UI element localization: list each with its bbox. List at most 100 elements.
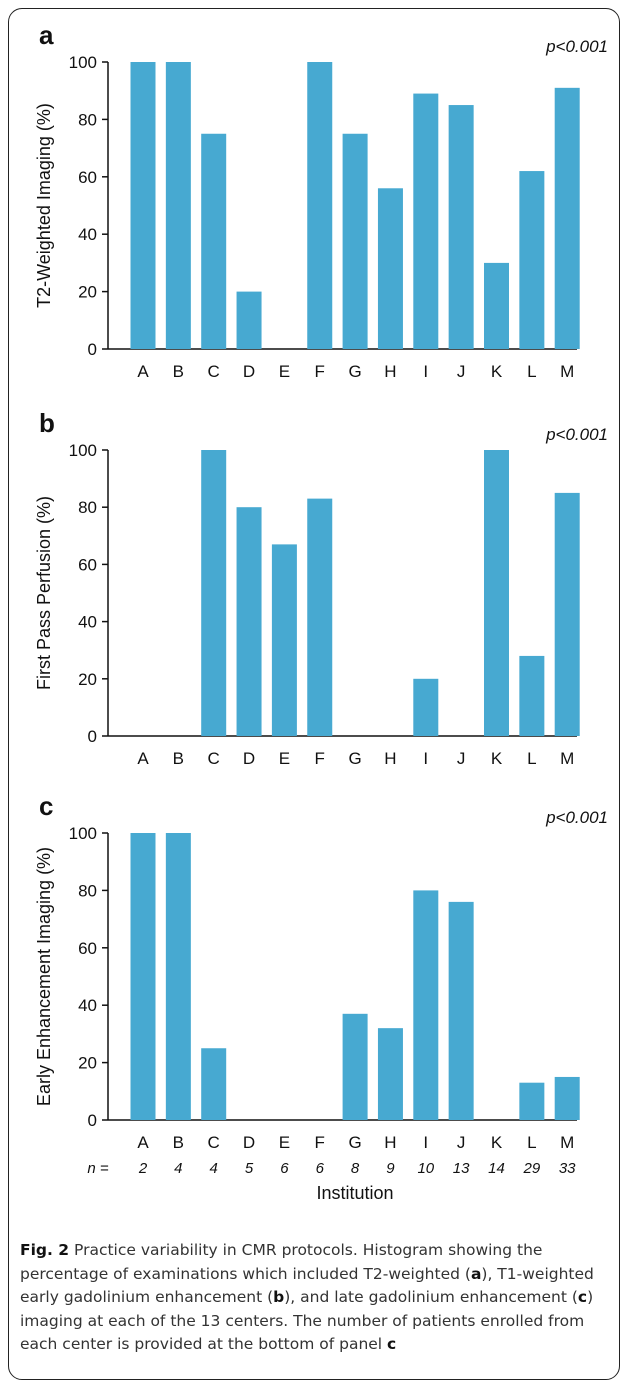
y-tick-label: 40 xyxy=(78,996,97,1015)
n-value-B: 4 xyxy=(174,1160,182,1177)
n-value-C: 4 xyxy=(210,1160,218,1177)
bar-L xyxy=(519,655,545,736)
bar-B xyxy=(165,833,191,1120)
y-tick-label: 60 xyxy=(78,939,97,958)
bar-J xyxy=(448,901,474,1120)
bar-M xyxy=(554,1076,580,1120)
n-value-G: 8 xyxy=(351,1160,360,1177)
x-tick-label-K: K xyxy=(491,1133,503,1152)
p-value-annotation: p<0.001 xyxy=(545,37,608,56)
x-tick-label-E: E xyxy=(279,1133,290,1152)
n-value-E: 6 xyxy=(280,1160,289,1177)
x-tick-label-C: C xyxy=(208,362,220,381)
x-tick-label-M: M xyxy=(560,749,574,768)
bar-H xyxy=(377,1028,403,1120)
y-tick-label: 0 xyxy=(88,1111,97,1130)
bar-B xyxy=(165,62,191,349)
bar-I xyxy=(413,93,439,349)
figure-caption: Fig. 2 Practice variability in CMR proto… xyxy=(20,1239,610,1357)
x-tick-label-I: I xyxy=(423,1133,428,1152)
x-tick-label-M: M xyxy=(560,362,574,381)
x-tick-label-G: G xyxy=(348,749,361,768)
y-tick-label: 80 xyxy=(78,881,97,900)
figure-frame xyxy=(8,8,620,1380)
bar-J xyxy=(448,105,474,349)
y-axis-label: First Pass Perfusion (%) xyxy=(34,496,54,690)
caption-ref-b: b xyxy=(273,1288,285,1306)
x-tick-label-H: H xyxy=(384,749,396,768)
bar-C xyxy=(201,1048,227,1120)
x-tick-label-F: F xyxy=(315,1133,325,1152)
x-tick-label-D: D xyxy=(243,749,255,768)
x-tick-label-H: H xyxy=(384,1133,396,1152)
y-tick-label: 20 xyxy=(78,1054,97,1073)
bar-K xyxy=(484,450,509,736)
caption-text-2: ), T1-weighted early gadolinium enhancem… xyxy=(20,1264,594,1307)
n-value-A: 2 xyxy=(138,1160,148,1177)
y-tick-label: 60 xyxy=(78,555,97,574)
y-tick-label: 40 xyxy=(78,613,97,632)
x-tick-label-K: K xyxy=(491,362,503,381)
n-value-J: 13 xyxy=(453,1160,470,1177)
n-value-D: 5 xyxy=(245,1160,254,1177)
x-tick-label-L: L xyxy=(527,749,536,768)
bar-I xyxy=(413,890,439,1120)
y-tick-label: 100 xyxy=(69,441,97,460)
bar-G xyxy=(342,1013,368,1120)
x-tick-label-I: I xyxy=(423,749,428,768)
x-tick-label-C: C xyxy=(208,749,220,768)
y-tick-label: 20 xyxy=(78,670,97,689)
y-axis-label: Early Enhancement Imaging (%) xyxy=(34,847,54,1106)
bar-K xyxy=(484,262,509,349)
y-tick-label: 100 xyxy=(69,824,97,843)
caption-ref-c-end: c xyxy=(387,1335,397,1353)
y-axis-label: T2-Weighted Imaging (%) xyxy=(34,103,54,308)
bar-A xyxy=(130,62,156,349)
x-tick-label-M: M xyxy=(560,1133,574,1152)
bar-C xyxy=(201,133,227,349)
bar-L xyxy=(519,171,545,349)
x-tick-label-B: B xyxy=(173,362,184,381)
y-tick-label: 20 xyxy=(78,283,97,302)
x-tick-label-F: F xyxy=(315,749,325,768)
n-label: n = xyxy=(87,1160,109,1177)
bar-D xyxy=(236,507,262,736)
x-tick-label-A: A xyxy=(137,1133,149,1152)
y-tick-label: 60 xyxy=(78,168,97,187)
bar-L xyxy=(519,1082,545,1120)
n-value-M: 33 xyxy=(559,1160,576,1177)
bar-I xyxy=(413,678,439,736)
x-tick-label-C: C xyxy=(208,1133,220,1152)
panel-label-a: a xyxy=(39,20,54,50)
x-tick-label-K: K xyxy=(491,749,503,768)
n-value-F: 6 xyxy=(316,1160,325,1177)
x-tick-label-E: E xyxy=(279,749,290,768)
bar-C xyxy=(201,450,227,736)
x-tick-label-L: L xyxy=(527,362,536,381)
p-value-annotation: p<0.001 xyxy=(545,425,608,444)
x-tick-label-D: D xyxy=(243,362,255,381)
x-tick-label-I: I xyxy=(423,362,428,381)
y-tick-label: 80 xyxy=(78,498,97,517)
panel-label-b: b xyxy=(39,408,55,438)
p-value-annotation: p<0.001 xyxy=(545,808,608,827)
x-tick-label-A: A xyxy=(137,749,149,768)
n-value-L: 29 xyxy=(523,1160,541,1177)
x-tick-label-F: F xyxy=(315,362,325,381)
x-axis-label: Institution xyxy=(316,1183,393,1203)
bar-G xyxy=(342,133,368,349)
bar-A xyxy=(130,833,156,1120)
y-tick-label: 40 xyxy=(78,225,97,244)
x-tick-label-B: B xyxy=(173,749,184,768)
x-tick-label-J: J xyxy=(457,1133,466,1152)
x-tick-label-E: E xyxy=(279,362,290,381)
caption-text-1: Practice variability in CMR protocols. H… xyxy=(20,1241,543,1283)
bar-D xyxy=(236,291,262,349)
caption-ref-c: c xyxy=(577,1288,588,1306)
caption-ref-a: a xyxy=(470,1264,482,1283)
bar-H xyxy=(377,188,403,349)
y-tick-label: 0 xyxy=(88,340,97,359)
x-tick-label-B: B xyxy=(173,1133,184,1152)
x-tick-label-L: L xyxy=(527,1133,536,1152)
